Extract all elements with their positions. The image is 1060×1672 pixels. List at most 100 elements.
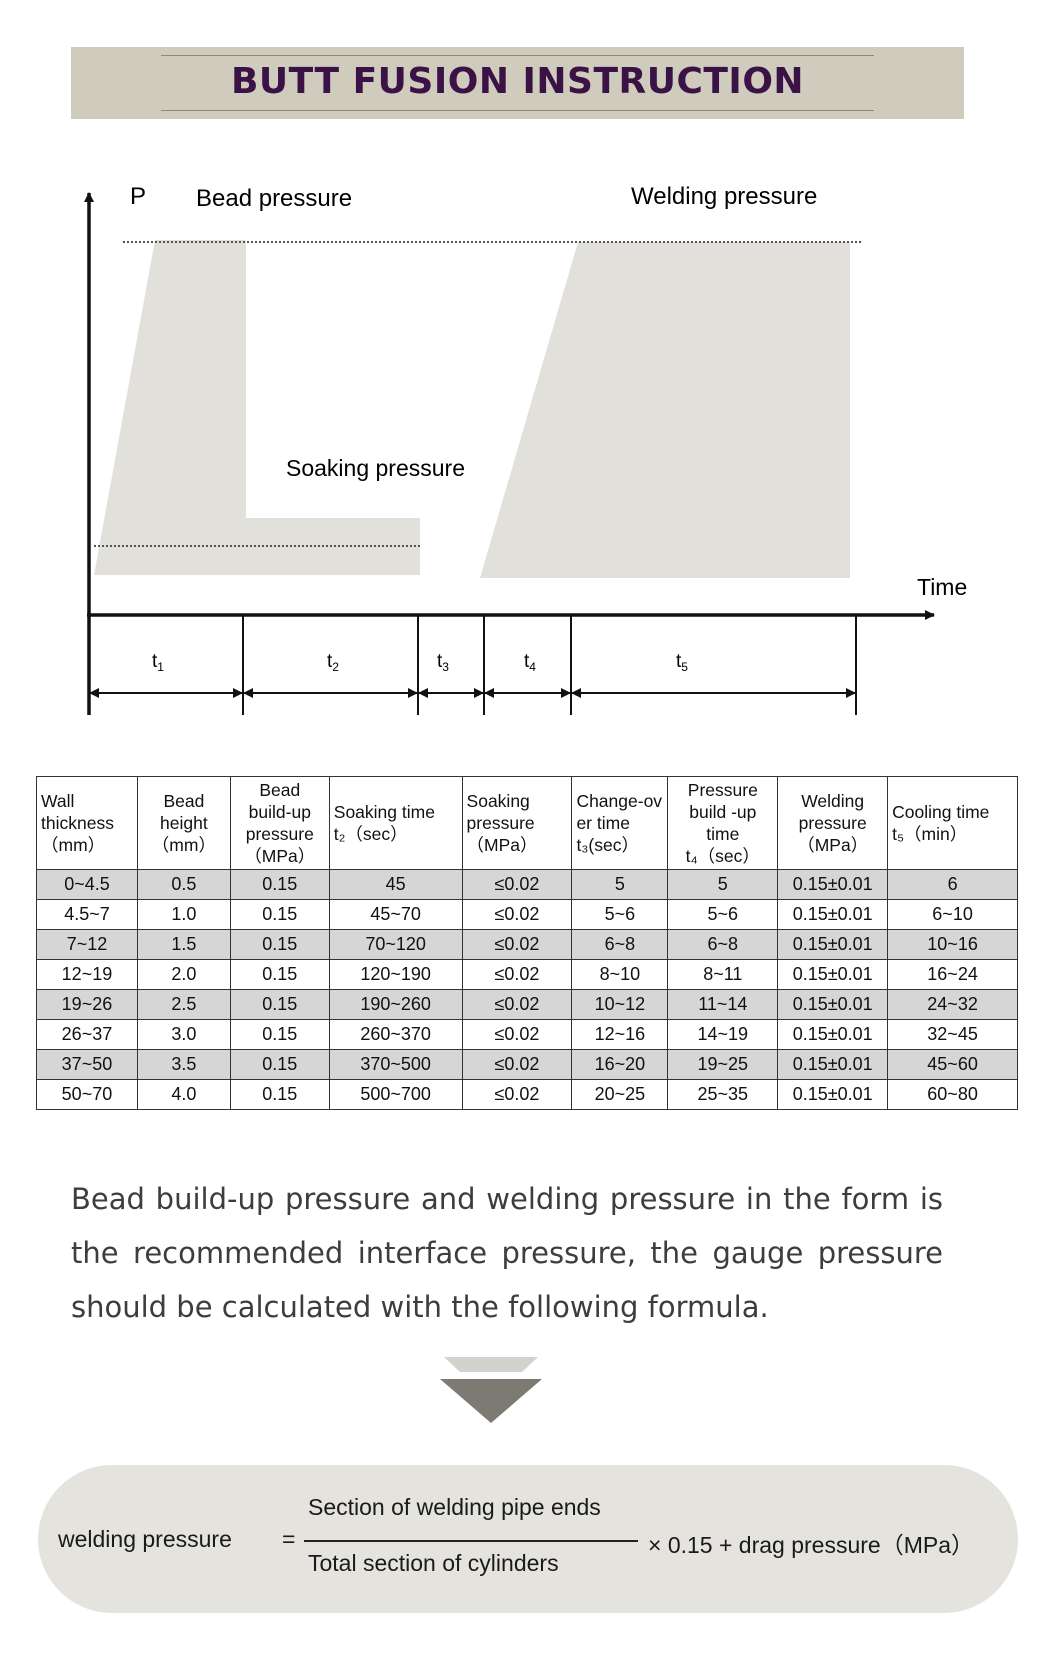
table-row: 50~70 4.0 0.15 500~700 ≤0.02 20~25 25~35 0.15±0… <box>36 1079 1018 1110</box>
column-header-line: pressure <box>245 824 314 844</box>
table-cell: ≤0.02 <box>461 1049 573 1080</box>
formula-denominator: Total section of cylinders <box>308 1550 559 1576</box>
table-cell: 0.15±0.01 <box>777 959 889 990</box>
interval-t3-label: t3 <box>437 651 449 674</box>
column-header-line: （MPa） <box>466 835 538 855</box>
table-cell: 5~6 <box>667 899 779 930</box>
table-row: 37~50 3.5 0.15 370~500 ≤0.02 16~20 19~25 0.15±0… <box>36 1049 1018 1080</box>
table-cell: 5~6 <box>571 899 669 930</box>
table-row: 7~12 1.5 0.15 70~120 ≤0.02 6~8 6~8 0.15±0.01 10~… <box>36 929 1018 960</box>
table-cell: 0.15±0.01 <box>777 1049 889 1080</box>
table-cell: 260~370 <box>328 1019 463 1050</box>
table-cell: 370~500 <box>328 1049 463 1080</box>
table-cell: 19~25 <box>667 1049 779 1080</box>
table-row: 12~19 2.0 0.15 120~190 ≤0.02 8~10 8~11 0.15±0.0… <box>36 959 1018 990</box>
column-header-line: （mm） <box>151 835 216 855</box>
table-cell: 25~35 <box>667 1079 779 1110</box>
table-cell: 16~20 <box>571 1049 669 1080</box>
table-cell: ≤0.02 <box>461 959 573 990</box>
table-cell: 4.5~7 <box>36 899 138 930</box>
y-axis-label: P <box>130 183 146 210</box>
table-cell: 19~26 <box>36 989 138 1020</box>
title-banner: BUTT FUSION INSTRUCTION <box>71 47 964 119</box>
table-cell: 190~260 <box>328 989 463 1020</box>
table-cell: 8~11 <box>667 959 779 990</box>
table-cell: 6~8 <box>571 929 669 960</box>
table-cell: 2.0 <box>136 959 231 990</box>
column-header: Welding pressure （MPa） <box>777 776 889 870</box>
welding-pressure-area <box>480 242 850 578</box>
chevron-down-icon <box>440 1357 542 1423</box>
table-row: 0~4.5 0.5 0.15 45 ≤0.02 5 5 0.15±0.01 6 <box>36 869 1018 900</box>
interval-t2-label: t2 <box>327 651 339 674</box>
column-header-line: time <box>706 824 740 844</box>
column-header-line: t₃(sec） <box>576 835 639 855</box>
column-header-line: t₄（sec） <box>685 846 760 866</box>
column-header-line: er time <box>576 813 630 833</box>
table-cell: 5 <box>571 869 669 900</box>
table-cell: 45 <box>328 869 463 900</box>
table-cell: 45~70 <box>328 899 463 930</box>
table-cell: 50~70 <box>36 1079 138 1110</box>
column-header-line: （MPa） <box>244 846 316 866</box>
formula-rhs: × 0.15 + drag pressure（MPa） <box>648 1532 974 1558</box>
table-cell: 26~37 <box>36 1019 138 1050</box>
table-cell: 10~12 <box>571 989 669 1020</box>
table-cell: 6~10 <box>887 899 1018 930</box>
table-cell: ≤0.02 <box>461 989 573 1020</box>
table-cell: 37~50 <box>36 1049 138 1080</box>
column-header: Wall thickness （mm） <box>36 776 138 870</box>
table-header-row: Wall thickness （mm） Bead height （mm） Bead build… <box>36 776 1018 870</box>
column-header-line: build -up <box>689 802 757 822</box>
table-cell: ≤0.02 <box>461 1079 573 1110</box>
column-header-line: Wall <box>41 791 75 811</box>
table-cell: 0.15 <box>229 959 330 990</box>
table-cell: 0.15±0.01 <box>777 1079 889 1110</box>
interval-t1-label: t1 <box>152 651 164 674</box>
table-row: 19~26 2.5 0.15 190~260 ≤0.02 10~12 11~14 0.15±0… <box>36 989 1018 1020</box>
interval-t5-label: t5 <box>676 651 688 674</box>
table-cell: 3.5 <box>136 1049 231 1080</box>
table-cell: 1.0 <box>136 899 231 930</box>
formula-numerator: Section of welding pipe ends <box>308 1494 601 1520</box>
banner-bottom-rule <box>161 110 874 111</box>
column-header-line: （MPa） <box>797 835 869 855</box>
bead-pressure-area <box>94 240 420 575</box>
table-cell: 0.15 <box>229 929 330 960</box>
table-cell: 0.15 <box>229 1049 330 1080</box>
table-cell: 14~19 <box>667 1019 779 1050</box>
table-cell: 12~16 <box>571 1019 669 1050</box>
bead-pressure-label: Bead pressure <box>196 185 352 212</box>
table-cell: 0.15 <box>229 869 330 900</box>
banner-top-rule <box>161 55 874 56</box>
table-cell: 0.15±0.01 <box>777 929 889 960</box>
column-header-line: build-up <box>248 802 311 822</box>
table-cell: 0.15 <box>229 899 330 930</box>
column-header-line: Soaking <box>466 791 530 811</box>
table-cell: ≤0.02 <box>461 1019 573 1050</box>
column-header-line: t₅（min） <box>892 824 968 844</box>
column-header: Soaking pressure （MPa） <box>461 776 573 870</box>
column-header: Cooling time t₅（min） <box>887 776 1018 870</box>
table-cell: 0.15 <box>229 989 330 1020</box>
table-cell: 0.15±0.01 <box>777 899 889 930</box>
table-cell: 500~700 <box>328 1079 463 1110</box>
table-cell: 32~45 <box>887 1019 1018 1050</box>
column-header-line: Change-ov <box>576 791 663 811</box>
column-header: Pressure build -up time t₄（sec） <box>667 776 779 870</box>
column-header-line: （mm） <box>41 835 106 855</box>
column-header-line: Welding <box>801 791 865 811</box>
welding-pressure-label: Welding pressure <box>631 183 817 210</box>
table-cell: 0.15 <box>229 1079 330 1110</box>
table-row: 4.5~7 1.0 0.15 45~70 ≤0.02 5~6 5~6 0.15±0.01 6~1… <box>36 899 1018 930</box>
table-cell: 4.0 <box>136 1079 231 1110</box>
interval-t4-label: t4 <box>524 651 536 674</box>
table-cell: 0.15±0.01 <box>777 989 889 1020</box>
column-header-line: thickness <box>41 813 114 833</box>
table-row: 26~37 3.0 0.15 260~370 ≤0.02 12~16 14~19 0.15±0… <box>36 1019 1018 1050</box>
table-cell: 6 <box>887 869 1018 900</box>
column-header: Bead build-up pressure （MPa） <box>229 776 330 870</box>
column-header-line: height <box>160 813 208 833</box>
butt-fusion-parameter-table: Wall thickness （mm） Bead height （mm） Bead build… <box>36 776 1018 1110</box>
formula-box: welding pressure = Section of welding pi… <box>38 1465 1018 1613</box>
